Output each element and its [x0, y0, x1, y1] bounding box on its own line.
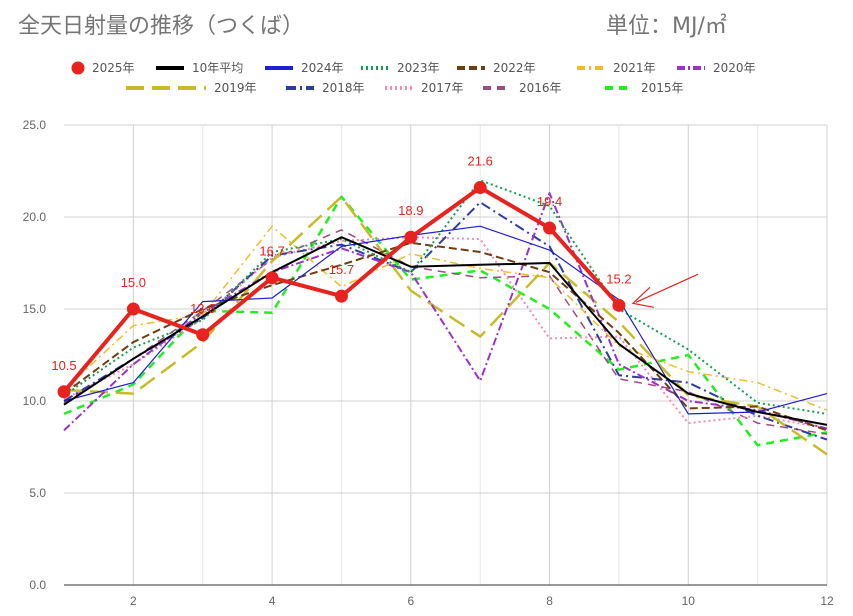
legend-label: 10年平均	[192, 61, 243, 75]
x-tick-label: 12	[820, 594, 834, 608]
data-label: 18.9	[398, 203, 423, 218]
legend-label: 2017年	[421, 81, 464, 95]
chart-title: 全天日射量の推移（つくば）	[18, 14, 305, 39]
y-tick-label: 0.0	[29, 578, 46, 592]
y-tick-label: 20.0	[23, 210, 47, 224]
data-point	[473, 181, 487, 195]
series-line	[63, 236, 828, 430]
grid	[64, 124, 828, 586]
axes: 0.0 5.0 10.0 15.0 20.0 25.0 2 4 6 8 10 12	[23, 118, 834, 608]
data-point	[612, 298, 626, 312]
data-point	[57, 385, 71, 399]
x-tick-label: 8	[546, 594, 553, 608]
series-line	[63, 229, 828, 435]
data-point	[196, 328, 210, 342]
data-label: 15.0	[121, 275, 146, 290]
legend: 2025年 10年平均 2024年 2023年 2022年 2021年 2020年 2019年…	[71, 61, 756, 95]
legend-label: 2020年	[713, 61, 756, 75]
data-label: 21.6	[468, 154, 493, 169]
legend-label: 2018年	[322, 81, 365, 95]
legend-label: 2015年	[641, 81, 684, 95]
series-line	[63, 236, 828, 426]
y-tick-label: 10.0	[23, 394, 47, 408]
legend-label: 2019年	[214, 81, 257, 95]
legend-label: 2024年	[301, 61, 344, 75]
data-label: 15.2	[606, 271, 631, 286]
legend-label: 2023年	[397, 61, 440, 75]
data-point	[404, 230, 418, 244]
x-tick-label: 2	[130, 594, 137, 608]
y-tick-label: 5.0	[29, 486, 46, 500]
x-tick-label: 4	[269, 594, 276, 608]
data-point	[543, 221, 557, 235]
series-group: 10.5 15.0 13.6 16.7 15.7 18.9 21.6 19.4 15.2	[51, 154, 828, 456]
legend-label: 2025年	[92, 61, 135, 75]
annotations	[631, 273, 699, 308]
chart-unit-label: 単位：MJ/㎡	[606, 14, 727, 39]
series-line	[63, 225, 828, 411]
data-label: 10.5	[51, 358, 76, 373]
legend-label: 2021年	[613, 61, 656, 75]
series-line	[63, 192, 828, 432]
x-tick-label: 10	[682, 594, 696, 608]
data-label: 19.4	[537, 194, 562, 209]
legend-label: 2016年	[519, 81, 562, 95]
y-tick-label: 15.0	[23, 302, 47, 316]
legend-label: 2022年	[493, 61, 536, 75]
series-line	[63, 179, 828, 415]
x-tick-label: 6	[407, 594, 414, 608]
data-point	[334, 289, 348, 303]
annotation-arrow	[635, 273, 699, 303]
data-point	[265, 271, 279, 285]
data-label: 13.6	[190, 301, 215, 316]
data-point	[126, 302, 140, 316]
series-line	[63, 225, 828, 415]
y-tick-label: 25.0	[23, 118, 47, 132]
annotation-arrow-head	[631, 286, 655, 308]
legend-swatch	[71, 61, 85, 75]
data-label: 16.7	[259, 244, 284, 259]
data-label: 15.7	[329, 262, 354, 277]
